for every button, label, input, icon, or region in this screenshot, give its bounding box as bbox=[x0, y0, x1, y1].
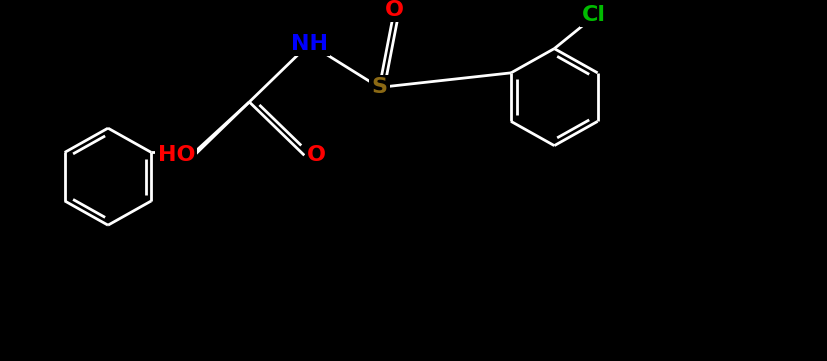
Text: NH: NH bbox=[291, 34, 327, 54]
Text: O: O bbox=[385, 0, 404, 20]
Text: Cl: Cl bbox=[582, 5, 606, 25]
Text: O: O bbox=[307, 145, 326, 165]
Text: HO: HO bbox=[158, 145, 195, 165]
Text: S: S bbox=[371, 77, 387, 97]
